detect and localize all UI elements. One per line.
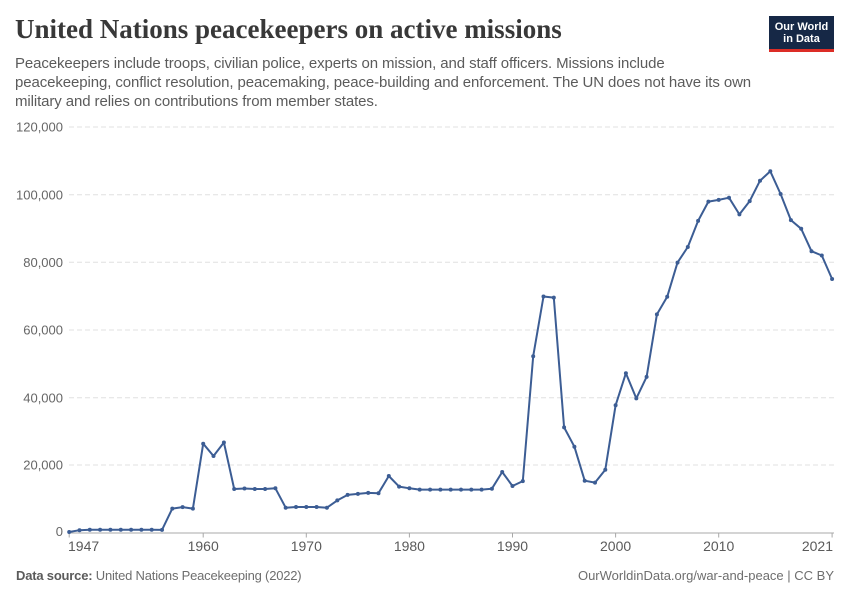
svg-text:1947: 1947 bbox=[68, 538, 99, 554]
svg-text:1980: 1980 bbox=[394, 538, 425, 554]
svg-text:0: 0 bbox=[56, 524, 63, 539]
svg-text:2010: 2010 bbox=[703, 538, 734, 554]
svg-text:80,000: 80,000 bbox=[23, 255, 63, 270]
svg-text:1990: 1990 bbox=[497, 538, 528, 554]
svg-text:1970: 1970 bbox=[291, 538, 322, 554]
svg-text:100,000: 100,000 bbox=[16, 187, 63, 202]
svg-text:2021: 2021 bbox=[802, 538, 833, 554]
svg-text:20,000: 20,000 bbox=[23, 458, 63, 473]
svg-text:1960: 1960 bbox=[188, 538, 219, 554]
svg-text:40,000: 40,000 bbox=[23, 390, 63, 405]
svg-text:120,000: 120,000 bbox=[16, 120, 63, 135]
svg-text:60,000: 60,000 bbox=[23, 323, 63, 338]
svg-text:2000: 2000 bbox=[600, 538, 631, 554]
